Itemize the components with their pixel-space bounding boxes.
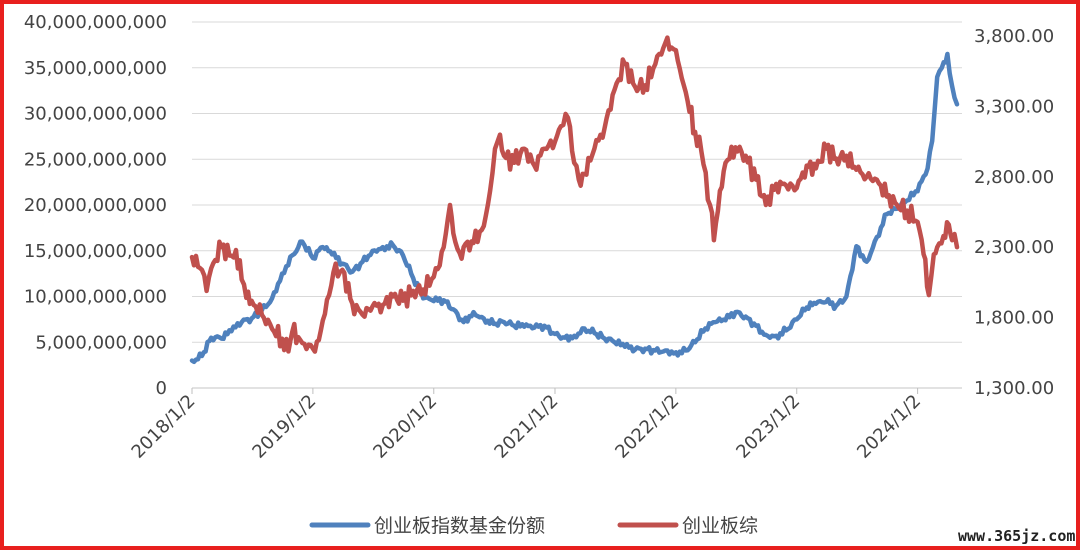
series-line xyxy=(189,35,960,354)
left-tick-label: 15,000,000,000 xyxy=(24,241,167,262)
right-tick-label: 2,300.00 xyxy=(974,237,1054,258)
left-tick-label: 20,000,000,000 xyxy=(24,195,167,216)
right-tick-label: 1,300.00 xyxy=(974,378,1054,399)
legend-label: 创业板综 xyxy=(682,515,758,537)
left-tick-label: 25,000,000,000 xyxy=(24,149,167,170)
right-tick-label: 2,800.00 xyxy=(974,167,1054,188)
series-line xyxy=(189,51,960,365)
legend: 创业板指数基金份额 创业板综 xyxy=(309,515,758,537)
right-tick-label: 3,800.00 xyxy=(974,26,1054,47)
series-layer xyxy=(189,35,960,365)
left-tick-label: 30,000,000,000 xyxy=(24,104,167,125)
right-tick-label: 1,800.00 xyxy=(974,308,1054,329)
left-tick-label: 40,000,000,000 xyxy=(24,12,167,33)
right-tick-label: 3,300.00 xyxy=(974,96,1054,117)
legend-label: 创业板指数基金份额 xyxy=(374,515,545,537)
left-tick-label: 0 xyxy=(156,378,167,399)
watermark: www.365jz.com xyxy=(958,527,1075,545)
right-y-axis: 1,300.00 1,800.00 2,300.00 2,800.00 3,300.00… xyxy=(974,26,1054,399)
left-y-axis: 0 5,000,000,000 10,000,000,000 15,000,000,0… xyxy=(24,12,167,399)
left-tick-label: 10,000,000,000 xyxy=(24,287,167,308)
left-tick-label: 5,000,000,000 xyxy=(35,332,167,353)
left-tick-label: 35,000,000,000 xyxy=(24,58,167,79)
